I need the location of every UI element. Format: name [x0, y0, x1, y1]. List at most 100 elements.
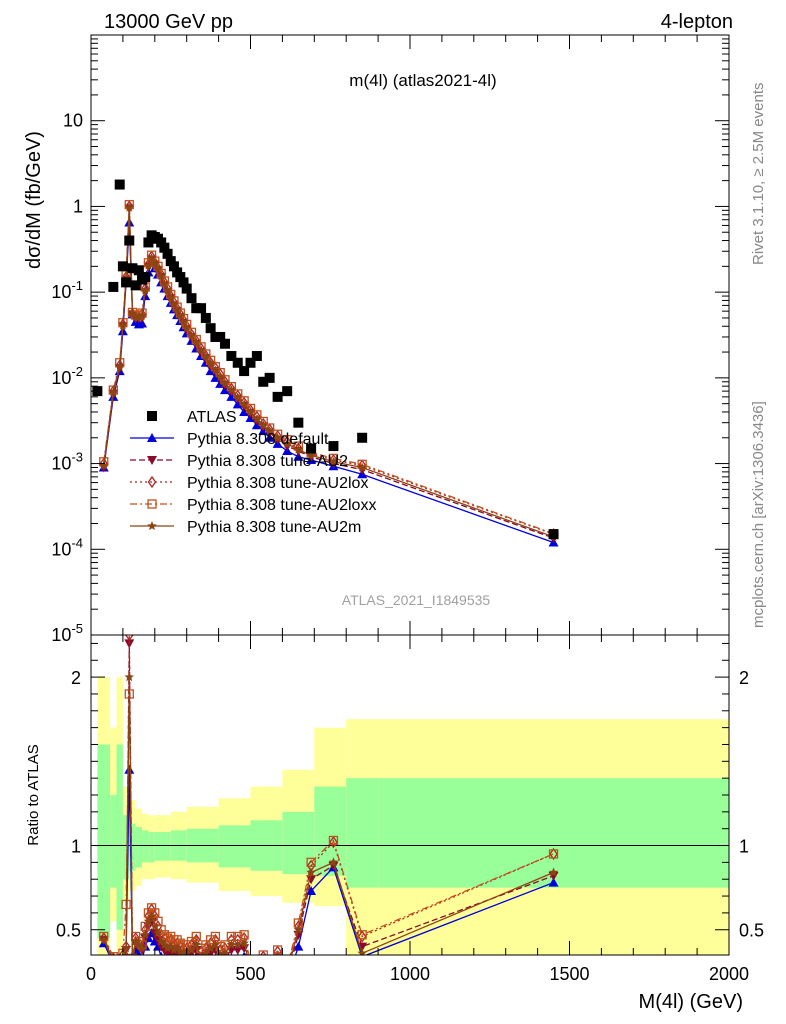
ratio-point-au2lox — [260, 950, 267, 955]
uncertainty-band-inner — [142, 830, 149, 863]
ratio-point-default — [265, 975, 275, 984]
ratio-axes: 0.5 0.5 1 1 2 2 0 500 1000 1500 2000 — [56, 634, 764, 984]
ratio-point-au2 — [306, 875, 317, 885]
main-axes: 10-5 10-4 10-3 10-2 10-1 1 10 — [51, 34, 730, 645]
ratio-point-au2 — [115, 973, 125, 982]
ratio-y-tick-label: 1 — [71, 837, 81, 857]
data-point — [306, 443, 317, 454]
ratio-point-au2m — [210, 939, 221, 949]
mc-point-au2m — [172, 304, 182, 314]
energy-label: 13000 GeV pp — [104, 11, 233, 33]
y-tick-label: 10-1 — [51, 278, 83, 302]
mc-point-au2m — [134, 312, 144, 322]
data-point — [175, 272, 186, 283]
ratio-point-default — [182, 958, 192, 967]
ratio-point-au2loxx — [127, 953, 138, 955]
ratio-point-default — [124, 764, 135, 774]
ratio-point-au2loxx — [357, 930, 367, 940]
ratio-y-tick-label: 0.5 — [56, 921, 81, 941]
ratio-point-au2 — [108, 956, 118, 965]
ratio-point-default — [306, 886, 317, 895]
ratio-point-default — [196, 962, 206, 971]
uncertainty-band-inner — [110, 795, 117, 888]
mc-point-au2m — [357, 462, 367, 472]
data-point — [219, 338, 230, 349]
mc-point-au2m — [143, 260, 154, 270]
data-point — [108, 281, 119, 292]
ratio-point-au2m — [220, 948, 230, 955]
data-point — [121, 277, 132, 288]
data-point — [133, 265, 144, 276]
mc-point-au2m — [169, 299, 179, 309]
legend-marker-au2lox — [147, 475, 157, 489]
data-point — [200, 312, 211, 323]
data-point — [258, 376, 269, 387]
legend-marker-default — [147, 433, 157, 442]
ratio-point-default — [118, 958, 128, 967]
legend-label: Pythia 8.308 default — [187, 431, 329, 448]
data-point — [130, 280, 141, 291]
mc-point-au2m — [201, 352, 211, 362]
data-point — [156, 237, 167, 248]
x-tick-label: 1000 — [390, 964, 430, 984]
ratio-point-au2m — [274, 951, 281, 955]
mc-point-default — [293, 451, 304, 461]
ratio-point-au2m — [121, 943, 131, 953]
mc-point-au2lox — [282, 435, 292, 448]
mc-point-au2m — [181, 323, 192, 333]
y-tick-label: 10-2 — [51, 364, 83, 388]
x-tick-label: 0 — [86, 964, 96, 984]
legend-label: Pythia 8.308 tune-AU2 — [187, 453, 348, 470]
uncertainty-band-inner — [122, 815, 130, 880]
mc-point-au2m — [162, 285, 173, 295]
legend: ATLAS Pythia 8.308 default Pythia 8.308 tu… — [130, 409, 376, 536]
ratio-point-au2 — [215, 956, 225, 965]
ratio-point-default — [172, 955, 182, 964]
mc-point-au2m — [245, 407, 256, 416]
ratio-point-default — [282, 975, 292, 984]
main-panel: 10-5 10-4 10-3 10-2 10-1 1 10 m(4l) (atlas2021… — [23, 34, 730, 645]
mc-point-au2m — [146, 253, 157, 263]
mc-point-default — [239, 406, 250, 416]
data-point — [251, 350, 262, 361]
legend-label: Pythia 8.308 tune-AU2loxx — [187, 497, 376, 514]
ratio-point-au2lox — [118, 948, 128, 955]
y-tick-label: 10 — [63, 111, 83, 131]
ratio-point-au2loxx — [116, 968, 124, 976]
ratio-point-au2loxx — [108, 952, 118, 955]
mc-point-au2lox — [273, 429, 282, 443]
mc-point-au2lox — [99, 457, 109, 470]
ratio-y-tick-label-right: 0.5 — [739, 921, 764, 941]
data-point — [143, 237, 154, 248]
uncertainty-band-inner — [148, 832, 155, 863]
ratio-point-au2m — [233, 939, 243, 949]
ratio-point-default — [179, 958, 189, 967]
mc-point-au2m — [178, 316, 189, 326]
mc-point-au2m — [140, 285, 150, 295]
ratio-point-default — [201, 958, 211, 967]
ratio-point-au2m — [282, 967, 292, 976]
uncertainty-band-inner — [218, 825, 251, 868]
ratio-point-default — [169, 957, 179, 966]
mc-point-au2m — [196, 345, 206, 355]
mc-point-au2m — [210, 365, 221, 375]
ratio-y-tick-label-right: 1 — [739, 837, 749, 857]
y-tick-label: 10-5 — [51, 621, 83, 645]
ratio-point-au2lox — [266, 963, 273, 973]
mc-point-au2m — [191, 337, 201, 347]
mc-point-au2m — [175, 310, 186, 320]
mc-point-au2m — [226, 385, 237, 395]
ratio-point-default — [108, 958, 118, 967]
ratio-point-au2 — [140, 934, 151, 944]
ratio-point-au2m — [293, 924, 304, 934]
ratio-point-au2 — [127, 959, 137, 968]
uncertainty-band-inner — [282, 811, 315, 875]
ratio-point-au2lox — [116, 969, 123, 979]
ratio-point-default — [215, 962, 225, 971]
ratio-point-au2 — [273, 956, 283, 965]
ratio-point-au2m — [153, 928, 163, 938]
mc-point-au2m — [306, 450, 316, 460]
data-point — [215, 331, 226, 342]
mc-point-au2m — [293, 444, 304, 454]
